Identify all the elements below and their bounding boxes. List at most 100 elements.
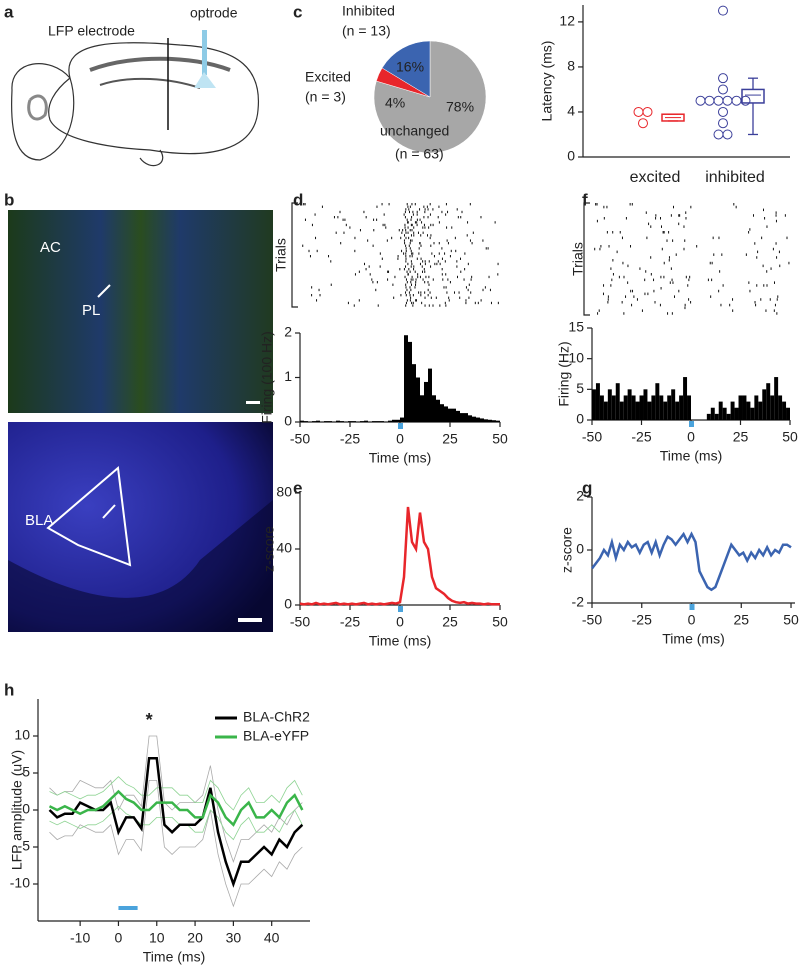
bar — [592, 389, 596, 420]
y-tick-label: 4 — [567, 103, 575, 119]
arrow — [97, 284, 111, 298]
bar — [360, 421, 364, 422]
x-tick-label: 10 — [149, 930, 165, 946]
x-tick-label: 50 — [492, 431, 508, 447]
bar — [400, 417, 404, 422]
y-axis-label: Firing (Hz) — [556, 341, 572, 406]
bar — [599, 395, 604, 420]
y-tick-label: 0 — [576, 411, 584, 427]
x-axis-label: Time (ms) — [660, 448, 722, 464]
x-tick-label: 40 — [264, 930, 280, 946]
bar — [726, 413, 731, 420]
bar — [352, 421, 356, 422]
bar — [340, 421, 344, 422]
x-tick-label: 50 — [492, 614, 508, 630]
bar — [316, 420, 320, 422]
bar — [750, 407, 755, 420]
bar — [714, 413, 719, 420]
bar — [328, 421, 332, 422]
bar — [706, 413, 711, 420]
annotation: * — [146, 710, 153, 730]
bar — [392, 419, 396, 422]
bar — [659, 395, 664, 420]
bar — [671, 389, 676, 420]
y-tick-label: 0 — [22, 801, 30, 817]
scale-bar — [246, 401, 260, 404]
panel-letter: a — [4, 2, 14, 21]
y-tick-label: 0 — [576, 541, 584, 557]
y-axis-label: LFP amplitude (uV) — [9, 750, 25, 870]
slice-count: (n = 3) — [305, 89, 346, 105]
point — [642, 106, 653, 117]
x-tick-label: -50 — [290, 614, 310, 630]
bar — [396, 419, 400, 422]
brain-sketch — [11, 42, 260, 167]
bar — [372, 421, 376, 422]
bar — [496, 420, 500, 422]
micrograph — [8, 210, 273, 413]
bar — [324, 421, 328, 422]
bar — [420, 395, 424, 422]
bar — [663, 401, 668, 420]
panel-letter: g — [582, 478, 592, 497]
bar — [782, 401, 787, 420]
y-tick-label: 0 — [284, 413, 292, 429]
y-tick-label: 8 — [567, 58, 575, 74]
bar — [766, 383, 771, 420]
y-tick-label: 2 — [576, 488, 584, 504]
category-label: excited — [630, 169, 681, 186]
bar — [472, 416, 476, 422]
line — [299, 506, 500, 606]
bar — [679, 395, 684, 420]
bar — [611, 395, 616, 420]
bar — [615, 383, 620, 420]
label: AC — [40, 239, 61, 256]
raster-label: Trials — [273, 238, 289, 272]
bar — [304, 421, 308, 422]
pie-slice — [381, 40, 431, 98]
light-pulse — [689, 604, 695, 610]
bar — [639, 395, 644, 420]
bar — [492, 420, 496, 422]
x-tick-label: 25 — [442, 431, 458, 447]
legend-label: BLA-ChR2 — [243, 709, 310, 725]
bar — [480, 418, 484, 422]
bar — [364, 420, 368, 422]
bla-outline — [46, 466, 132, 567]
category-label: inhibited — [705, 169, 765, 186]
slice-label: 4% — [385, 95, 405, 111]
bar — [456, 410, 460, 422]
bar — [424, 381, 428, 422]
y-tick-label: 2 — [284, 324, 292, 340]
bar — [778, 395, 783, 420]
bar — [683, 377, 688, 420]
line — [48, 756, 304, 888]
bar — [730, 401, 735, 420]
bar — [774, 377, 779, 420]
bar — [440, 404, 444, 422]
bar — [464, 413, 468, 422]
y-tick-label: 40 — [276, 540, 292, 556]
light-cone — [194, 72, 216, 88]
x-axis-label: Time (ms) — [662, 631, 724, 647]
bar — [746, 401, 751, 420]
panel-letter: d — [293, 190, 303, 209]
bar — [484, 419, 488, 422]
y-axis-label: z-score — [261, 526, 277, 572]
point — [722, 129, 733, 140]
bar — [786, 407, 790, 420]
bar — [607, 389, 612, 420]
bar — [651, 395, 656, 420]
point — [718, 73, 728, 84]
line — [48, 789, 304, 827]
x-axis-label: Time (ms) — [143, 949, 205, 965]
sem-line — [49, 780, 303, 908]
label: LFP electrode — [48, 23, 135, 39]
bar — [452, 408, 456, 422]
bar — [595, 383, 600, 420]
y-tick-label: 15 — [568, 319, 584, 335]
slice-count: (n = 63) — [395, 146, 444, 162]
x-tick-label: 30 — [226, 930, 242, 946]
panel-letter: f — [582, 190, 588, 209]
raster-bracket — [583, 202, 590, 316]
